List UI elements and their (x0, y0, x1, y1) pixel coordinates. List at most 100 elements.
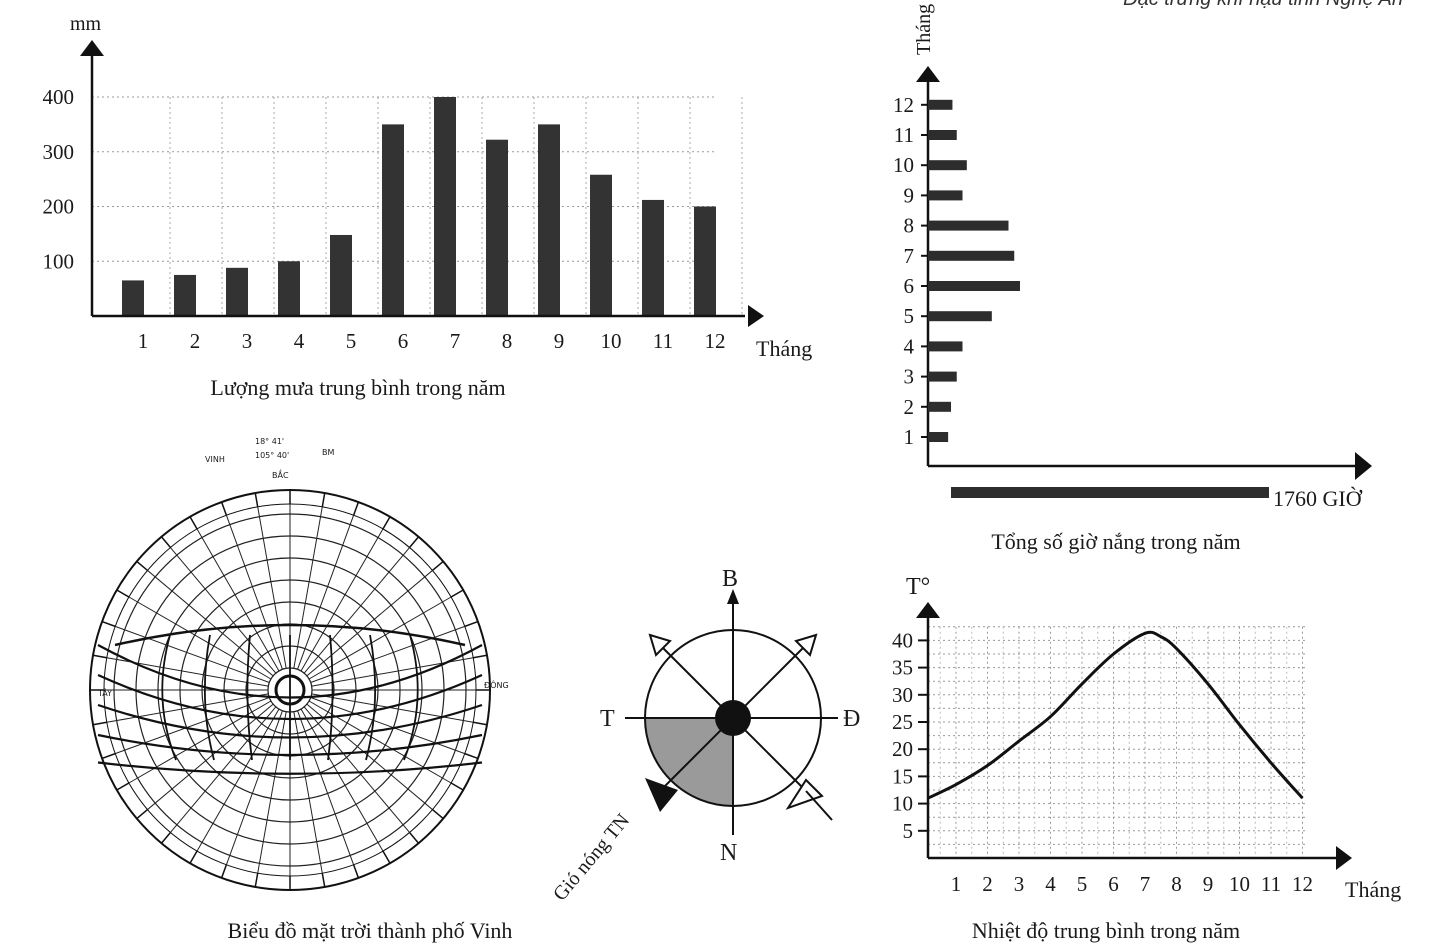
rainfall-xtick-labels: 1 2 3 4 5 6 7 8 9 10 11 12 (138, 329, 726, 353)
se-open-arrow (785, 778, 824, 810)
azimuth-tick (189, 516, 198, 530)
hour-line (203, 634, 215, 761)
azimuth-tick (101, 620, 116, 628)
azimuth-line (257, 506, 287, 669)
rainfall-bar (694, 206, 716, 316)
rainfall-xtick-label: 8 (502, 329, 513, 353)
azimuth-line (106, 693, 269, 723)
azimuth-line (306, 570, 433, 677)
compass-south: N (720, 840, 737, 866)
temperature-title: Nhiệt độ trung bình trong năm (972, 918, 1240, 943)
sunshine-bar (928, 281, 1020, 291)
sunshine-bar (928, 160, 967, 171)
sunshine-bar (928, 190, 963, 201)
azimuth-line (300, 528, 384, 672)
rainfall-bar (486, 139, 508, 316)
rainfall-title: Lượng mưa trung bình trong năm (210, 375, 505, 400)
azimuth-line (115, 697, 270, 755)
azimuth-tick (220, 864, 228, 879)
hour-line (403, 634, 419, 761)
rainfall-bar (226, 267, 248, 316)
azimuth-line (170, 706, 277, 833)
wind-rose: B N T Đ Gió nóng TN (549, 566, 860, 905)
azimuth-tick (160, 536, 172, 548)
azimuth-line (297, 515, 355, 670)
azimuth-tick (254, 492, 259, 507)
temperature-xtick-label: 4 (1045, 872, 1056, 896)
azimuth-line (306, 703, 433, 810)
rainfall-xtick-label: 4 (294, 329, 305, 353)
temperature-xlabel: Tháng (1345, 877, 1401, 902)
temperature-ytick-label: 35 (892, 656, 913, 680)
rainfall-xtick-label: 10 (601, 329, 622, 353)
rainfall-xtick-label: 5 (346, 329, 357, 353)
temperature-axes (916, 602, 1352, 870)
azimuth-line (310, 697, 465, 755)
rainfall-xtick-label: 9 (554, 329, 565, 353)
rainfall-bar (330, 234, 352, 316)
azimuth-tick (432, 560, 444, 572)
temperature-xtick-label: 9 (1203, 872, 1214, 896)
rainfall-ylabel: mm (70, 13, 102, 35)
azimuth-line (196, 528, 280, 672)
sun-chart-north: BẮC (272, 468, 289, 480)
azimuth-tick (116, 782, 130, 791)
rainfall-bars (122, 97, 716, 316)
azimuth-tick (254, 873, 259, 888)
rainfall-xtick-label: 11 (653, 329, 673, 353)
azimuth-tick (220, 501, 228, 516)
azimuth-tick (432, 808, 444, 820)
nw-open-arrow (648, 633, 672, 657)
azimuth-tick (450, 589, 464, 598)
ne-open-arrow (794, 633, 818, 657)
sunshine-tick-label: 2 (904, 395, 915, 419)
sunshine-axes (916, 66, 1372, 480)
azimuth-line (300, 708, 384, 852)
sunshine-tick-label: 4 (904, 334, 915, 358)
page-header: Đặc trưng khí hậu tỉnh Nghệ An (1123, 0, 1403, 11)
rainfall-bar (590, 174, 612, 316)
rainfall-ytick-labels: 100 200 300 400 (43, 85, 75, 273)
sunshine-tick-label: 6 (904, 274, 915, 298)
sunshine-bar (928, 250, 1015, 261)
sun-chart-city: VINH (205, 455, 225, 464)
temperature-ylabel: T° (906, 574, 930, 600)
rainfall-xtick-label: 7 (450, 329, 461, 353)
sun-chart-east: ĐÔNG (484, 679, 509, 690)
rainfall-xtick-label: 6 (398, 329, 409, 353)
azimuth-tick (473, 721, 488, 726)
sunshine-tick-label: 8 (904, 214, 915, 238)
azimuth-tick (473, 654, 488, 659)
sunshine-bars (928, 99, 1020, 442)
sunshine-tick-label: 7 (904, 244, 915, 268)
azimuth-tick (136, 560, 148, 572)
sunshine-tick-label: 1 (904, 425, 915, 449)
temperature-xtick-label: 6 (1108, 872, 1119, 896)
rainfall-bar (122, 280, 144, 316)
azimuth-tick (101, 752, 116, 760)
rainfall-xtick-label: 12 (705, 329, 726, 353)
hour-line (327, 634, 334, 761)
rainfall-xtick-label: 2 (190, 329, 201, 353)
temperature-ytick-label: 10 (892, 792, 913, 816)
azimuth-line (115, 625, 270, 683)
sunshine-bar (928, 371, 957, 382)
rainfall-bar (538, 124, 560, 316)
sun-chart-title: Biểu đồ mặt trời thành phố Vinh (228, 918, 513, 943)
temperature-xtick-label: 3 (1014, 872, 1025, 896)
azimuth-tick (352, 864, 360, 879)
sun-chart-longitude: 105° 40' (255, 451, 289, 460)
sun-chart-west: TÂY (97, 687, 112, 698)
sunshine-bar (928, 311, 992, 322)
azimuth-tick (382, 850, 391, 864)
sunshine-total-label: 1760 GIỜ (1273, 486, 1363, 511)
azimuth-tick (116, 589, 130, 598)
sunshine-tick-label: 5 (904, 304, 915, 328)
azimuth-tick (408, 536, 420, 548)
sunshine-ylabel: Tháng (913, 4, 935, 55)
